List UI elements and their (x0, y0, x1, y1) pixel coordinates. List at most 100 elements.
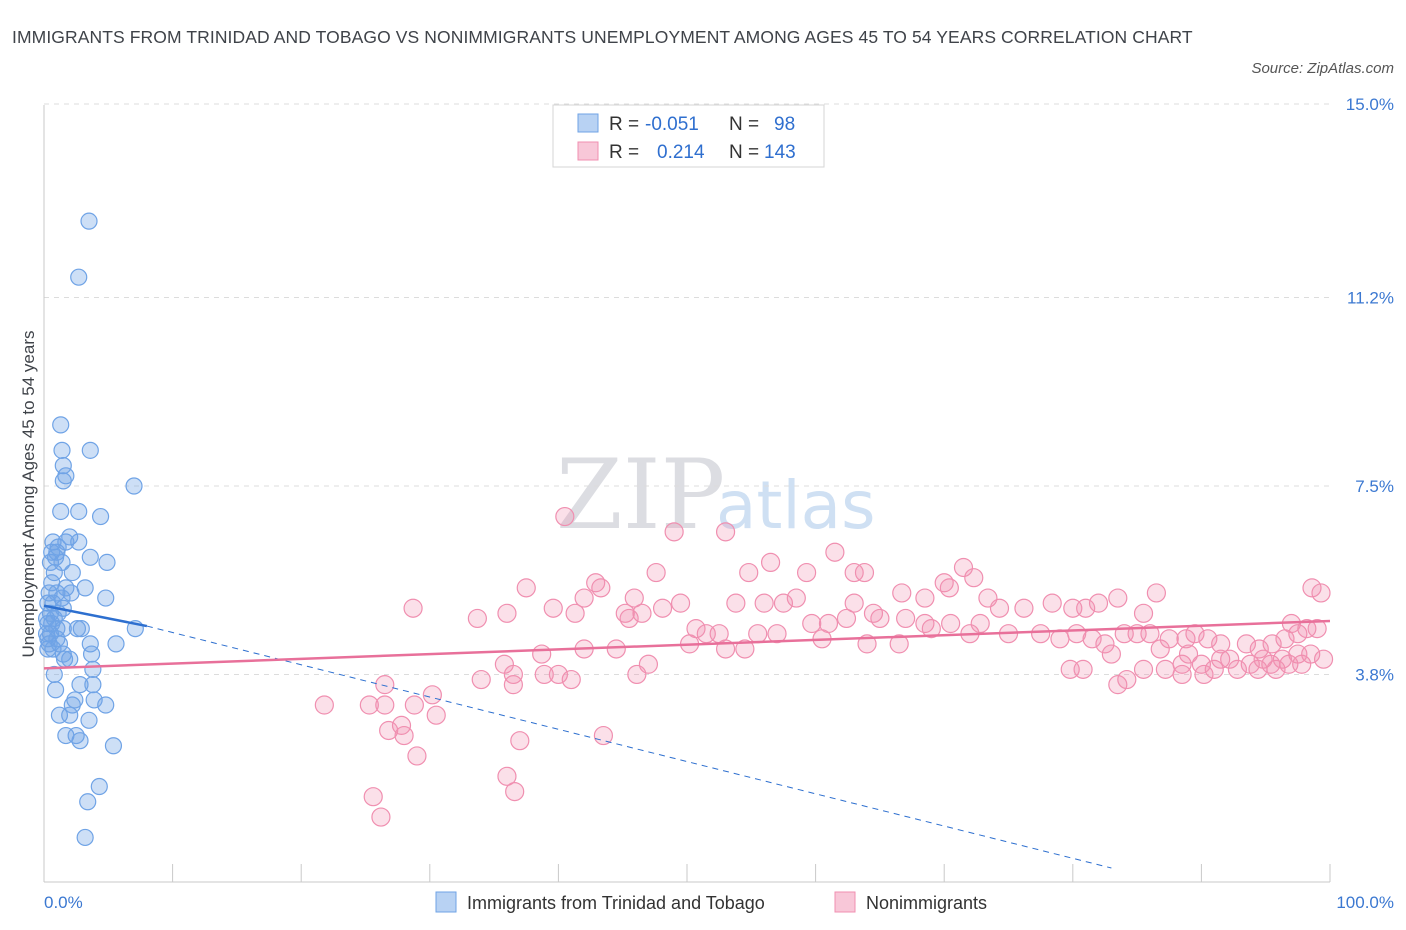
data-point-nonimmigrants (1117, 669, 1137, 690)
x-tick-marks (43, 864, 1331, 882)
data-point-immigrants (62, 584, 80, 602)
data-point-immigrants (57, 579, 75, 597)
data-point-immigrants (71, 732, 89, 750)
data-point-nonimmigrants (1101, 644, 1121, 664)
correlation-legend: R = -0.051 N = 98 R = 0.214 N = 143 (552, 104, 825, 168)
legend-swatch-blue (577, 113, 599, 133)
data-point-immigrants (125, 477, 143, 495)
data-point-immigrants (91, 507, 110, 526)
data-point-nonimmigrants (934, 573, 954, 593)
data-point-nonimmigrants (1288, 624, 1308, 644)
data-point-nonimmigrants (1014, 598, 1034, 618)
data-point-immigrants (80, 212, 98, 230)
trend-lines (43, 604, 1331, 869)
data-point-nonimmigrants (915, 588, 935, 608)
data-point-nonimmigrants (844, 593, 864, 613)
data-point-immigrants (97, 589, 115, 607)
data-point-immigrants (55, 650, 74, 668)
data-point-nonimmigrants (989, 598, 1010, 618)
data-point-nonimmigrants (796, 562, 817, 583)
legend-n-label-1: N = (729, 114, 759, 135)
data-point-nonimmigrants (1076, 598, 1096, 618)
data-point-nonimmigrants (510, 731, 530, 751)
data-point-nonimmigrants (921, 619, 941, 639)
data-point-nonimmigrants (624, 588, 644, 608)
data-point-nonimmigrants (1297, 619, 1317, 639)
data-point-immigrants (107, 635, 125, 653)
data-point-nonimmigrants (314, 695, 334, 715)
data-point-nonimmigrants (359, 695, 379, 715)
data-point-nonimmigrants (1140, 624, 1160, 644)
data-point-nonimmigrants (471, 669, 491, 690)
data-point-nonimmigrants (586, 573, 606, 593)
data-point-immigrants (41, 553, 60, 572)
data-point-nonimmigrants (1248, 659, 1268, 679)
data-point-immigrants (82, 645, 101, 663)
data-point-nonimmigrants (1313, 649, 1334, 669)
data-point-nonimmigrants (739, 562, 759, 583)
data-point-nonimmigrants (407, 746, 427, 766)
data-point-nonimmigrants (574, 588, 594, 608)
chart-title: IMMIGRANTS FROM TRINIDAD AND TOBAGO VS N… (12, 27, 1193, 47)
data-point-nonimmigrants (565, 603, 585, 623)
data-point-immigrants (81, 441, 99, 459)
data-point-nonimmigrants (896, 608, 916, 629)
data-point-nonimmigrants (497, 603, 517, 623)
data-point-nonimmigrants (534, 664, 554, 685)
data-point-immigrants (54, 472, 72, 490)
data-point-nonimmigrants (497, 766, 517, 786)
y-tick-label: 7.5% (1355, 477, 1394, 496)
trend-line-immigrants-extrapolated (146, 625, 1112, 869)
y-tick-labels: 3.8% 7.5% 11.2% 15.0% (1346, 95, 1394, 684)
data-point-nonimmigrants (1042, 593, 1062, 613)
y-tick-label: 15.0% (1346, 95, 1394, 114)
watermark-zip: ZIP (556, 439, 725, 551)
data-point-immigrants (90, 777, 108, 796)
data-point-nonimmigrants (503, 675, 523, 695)
data-point-nonimmigrants (1307, 619, 1327, 639)
x-tick-label-min: 0.0% (44, 893, 83, 912)
data-point-nonimmigrants (953, 557, 974, 578)
data-point-nonimmigrants (1236, 634, 1257, 654)
data-point-nonimmigrants (375, 675, 395, 695)
data-point-nonimmigrants (516, 578, 536, 598)
data-point-immigrants (45, 665, 63, 684)
legend-n-value-1: 98 (774, 114, 795, 135)
data-point-nonimmigrants (1176, 629, 1196, 649)
trend-line-immigrants (43, 604, 148, 628)
data-point-immigrants (79, 793, 97, 811)
legend-r-value-1: -0.051 (645, 114, 699, 135)
data-point-immigrants (70, 533, 88, 551)
data-point-immigrants (81, 548, 99, 566)
data-point-nonimmigrants (1031, 624, 1051, 644)
data-point-nonimmigrants (939, 578, 959, 598)
data-point-nonimmigrants (754, 593, 774, 613)
data-point-nonimmigrants (1108, 588, 1128, 608)
data-point-nonimmigrants (892, 583, 912, 603)
data-point-nonimmigrants (767, 624, 787, 644)
data-point-nonimmigrants (802, 613, 822, 634)
data-point-immigrants (39, 640, 57, 658)
data-point-nonimmigrants (773, 593, 794, 613)
data-point-immigrants (70, 502, 88, 521)
data-point-immigrants (84, 676, 102, 694)
data-point-nonimmigrants (375, 695, 395, 715)
grid-lines (44, 103, 1330, 675)
data-point-nonimmigrants (964, 568, 984, 588)
data-point-immigrants (63, 696, 81, 714)
data-point-nonimmigrants (854, 562, 875, 583)
data-point-immigrants (85, 691, 103, 709)
data-point-nonimmigrants (735, 639, 755, 659)
data-point-nonimmigrants (1262, 634, 1282, 654)
data-point-nonimmigrants (1155, 659, 1175, 679)
data-point-immigrants (104, 737, 123, 755)
data-point-nonimmigrants (889, 634, 909, 654)
data-point-nonimmigrants (591, 578, 611, 598)
legend-n-value-2: 143 (764, 142, 796, 163)
legend-r-label-1: R = (609, 114, 639, 135)
data-point-nonimmigrants (426, 705, 446, 725)
data-point-nonimmigrants (548, 664, 569, 685)
data-point-immigrants (61, 706, 79, 724)
data-point-nonimmigrants (404, 695, 424, 715)
data-point-nonimmigrants (825, 542, 845, 562)
